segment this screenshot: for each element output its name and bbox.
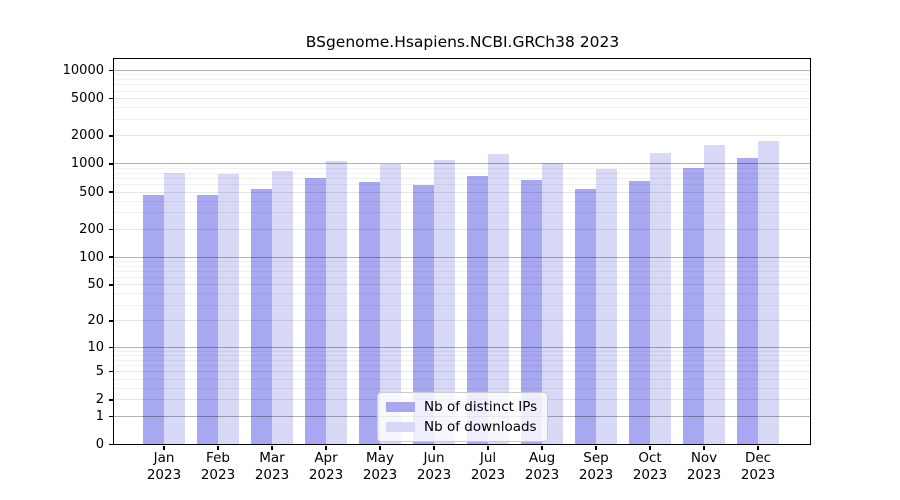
- y-tick-mark-20: [108, 320, 114, 322]
- bar-downloads-dec: [757, 141, 779, 444]
- gridline-5000: [114, 98, 810, 100]
- x-tick-label-dec: Dec 2023: [740, 450, 776, 483]
- bar-distinct-ips-may: [358, 181, 380, 444]
- y-tick-label-1000: 1000: [70, 156, 104, 172]
- legend-item-distinct-ips: Nb of distinct IPs: [386, 399, 537, 415]
- x-tick-mark-feb: [217, 446, 219, 450]
- x-tick-mark-nov: [703, 446, 705, 450]
- bar-downloads-may: [379, 163, 401, 444]
- y-tick-mark-200: [108, 228, 114, 230]
- y-tick-mark-5000: [108, 98, 114, 100]
- bar-distinct-ips-aug: [520, 180, 542, 444]
- bar-distinct-ips-oct: [628, 180, 650, 444]
- y-tick-mark-5: [108, 371, 114, 373]
- y-tick-label-10: 10: [87, 339, 104, 355]
- x-tick-label-aug: Aug 2023: [524, 450, 560, 483]
- x-tick-label-nov: Nov 2023: [686, 450, 722, 483]
- bar-downloads-sep: [595, 169, 617, 444]
- y-tick-label-200: 200: [79, 221, 104, 237]
- x-tick-mark-mar: [271, 446, 273, 450]
- bar-downloads-jun: [433, 159, 455, 444]
- y-tick-mark-2000: [108, 135, 114, 137]
- x-tick-label-oct: Oct 2023: [632, 450, 668, 483]
- legend-label-distinct-ips: Nb of distinct IPs: [424, 399, 538, 415]
- legend-item-downloads: Nb of downloads: [386, 419, 537, 435]
- bar-distinct-ips-jul: [466, 176, 488, 444]
- y-tick-label-0: 0: [95, 437, 104, 452]
- y-tick-label-500: 500: [79, 184, 104, 200]
- x-tick-mark-dec: [757, 446, 759, 450]
- y-tick-mark-10: [108, 346, 114, 348]
- y-tick-mark-2: [108, 399, 114, 401]
- chart-title: BSgenome.Hsapiens.NCBI.GRCh38 2023: [305, 33, 620, 51]
- bar-distinct-ips-nov: [682, 167, 704, 444]
- gridline-9000: [114, 74, 810, 76]
- y-tick-mark-0: [108, 443, 114, 446]
- x-tick-mark-apr: [325, 446, 327, 450]
- y-tick-label-1: 1: [95, 408, 104, 424]
- x-tick-mark-jun: [433, 446, 435, 450]
- bar-downloads-nov: [703, 144, 725, 444]
- y-tick-label-100: 100: [79, 249, 104, 265]
- x-tick-mark-aug: [541, 446, 543, 450]
- bar-downloads-feb: [217, 173, 239, 444]
- x-tick-mark-oct: [649, 446, 651, 450]
- gridline-6000: [114, 90, 810, 92]
- x-tick-label-feb: Feb 2023: [200, 450, 236, 483]
- x-tick-label-may: May 2023: [362, 450, 398, 483]
- bar-distinct-ips-sep: [574, 189, 596, 444]
- y-tick-mark-50: [108, 284, 114, 286]
- y-tick-label-5: 5: [95, 364, 104, 380]
- gridline-2000: [114, 135, 810, 137]
- gridline-10000: [114, 69, 810, 71]
- x-tick-mark-sep: [595, 446, 597, 450]
- bar-downloads-oct: [649, 153, 671, 444]
- y-tick-mark-1: [108, 415, 114, 418]
- x-tick-label-jul: Jul 2023: [470, 450, 506, 483]
- y-tick-label-2: 2: [95, 392, 104, 408]
- bar-distinct-ips-jun: [412, 184, 434, 444]
- bar-downloads-apr: [325, 160, 347, 444]
- x-tick-mark-jul: [487, 446, 489, 450]
- legend-swatch-distinct-ips: [386, 402, 415, 412]
- bar-downloads-mar: [271, 171, 293, 444]
- x-tick-label-apr: Apr 2023: [308, 450, 344, 483]
- y-tick-mark-100: [108, 256, 114, 258]
- y-tick-mark-10000: [108, 69, 114, 72]
- y-tick-label-5000: 5000: [70, 91, 104, 107]
- x-tick-label-jan: Jan 2023: [146, 450, 182, 483]
- gridline-4000: [114, 107, 810, 109]
- bar-downloads-jan: [163, 172, 185, 444]
- y-tick-label-20: 20: [87, 313, 104, 329]
- x-tick-mark-may: [379, 446, 381, 450]
- gridline-8000: [114, 79, 810, 81]
- plot-area: Nb of distinct IPs Nb of downloads: [113, 58, 811, 445]
- y-tick-mark-1000: [108, 163, 114, 165]
- x-tick-label-sep: Sep 2023: [578, 450, 614, 483]
- bar-downloads-aug: [541, 163, 563, 444]
- y-tick-label-10000: 10000: [62, 62, 104, 78]
- x-tick-label-jun: Jun 2023: [416, 450, 452, 483]
- y-tick-mark-500: [108, 191, 114, 193]
- bar-distinct-ips-apr: [304, 178, 326, 444]
- y-tick-label-2000: 2000: [70, 128, 104, 144]
- gridline-3000: [114, 118, 810, 120]
- legend: Nb of distinct IPs Nb of downloads: [377, 392, 549, 442]
- bar-downloads-jul: [487, 153, 509, 444]
- gridline-7000: [114, 84, 810, 86]
- y-tick-label-50: 50: [87, 277, 104, 293]
- bar-distinct-ips-dec: [736, 158, 758, 444]
- legend-label-downloads: Nb of downloads: [424, 419, 537, 435]
- x-tick-mark-jan: [163, 446, 165, 450]
- x-tick-label-mar: Mar 2023: [254, 450, 290, 483]
- bar-distinct-ips-mar: [250, 189, 272, 444]
- bar-distinct-ips-feb: [196, 194, 218, 444]
- legend-swatch-downloads: [386, 422, 415, 432]
- bar-distinct-ips-jan: [142, 194, 164, 444]
